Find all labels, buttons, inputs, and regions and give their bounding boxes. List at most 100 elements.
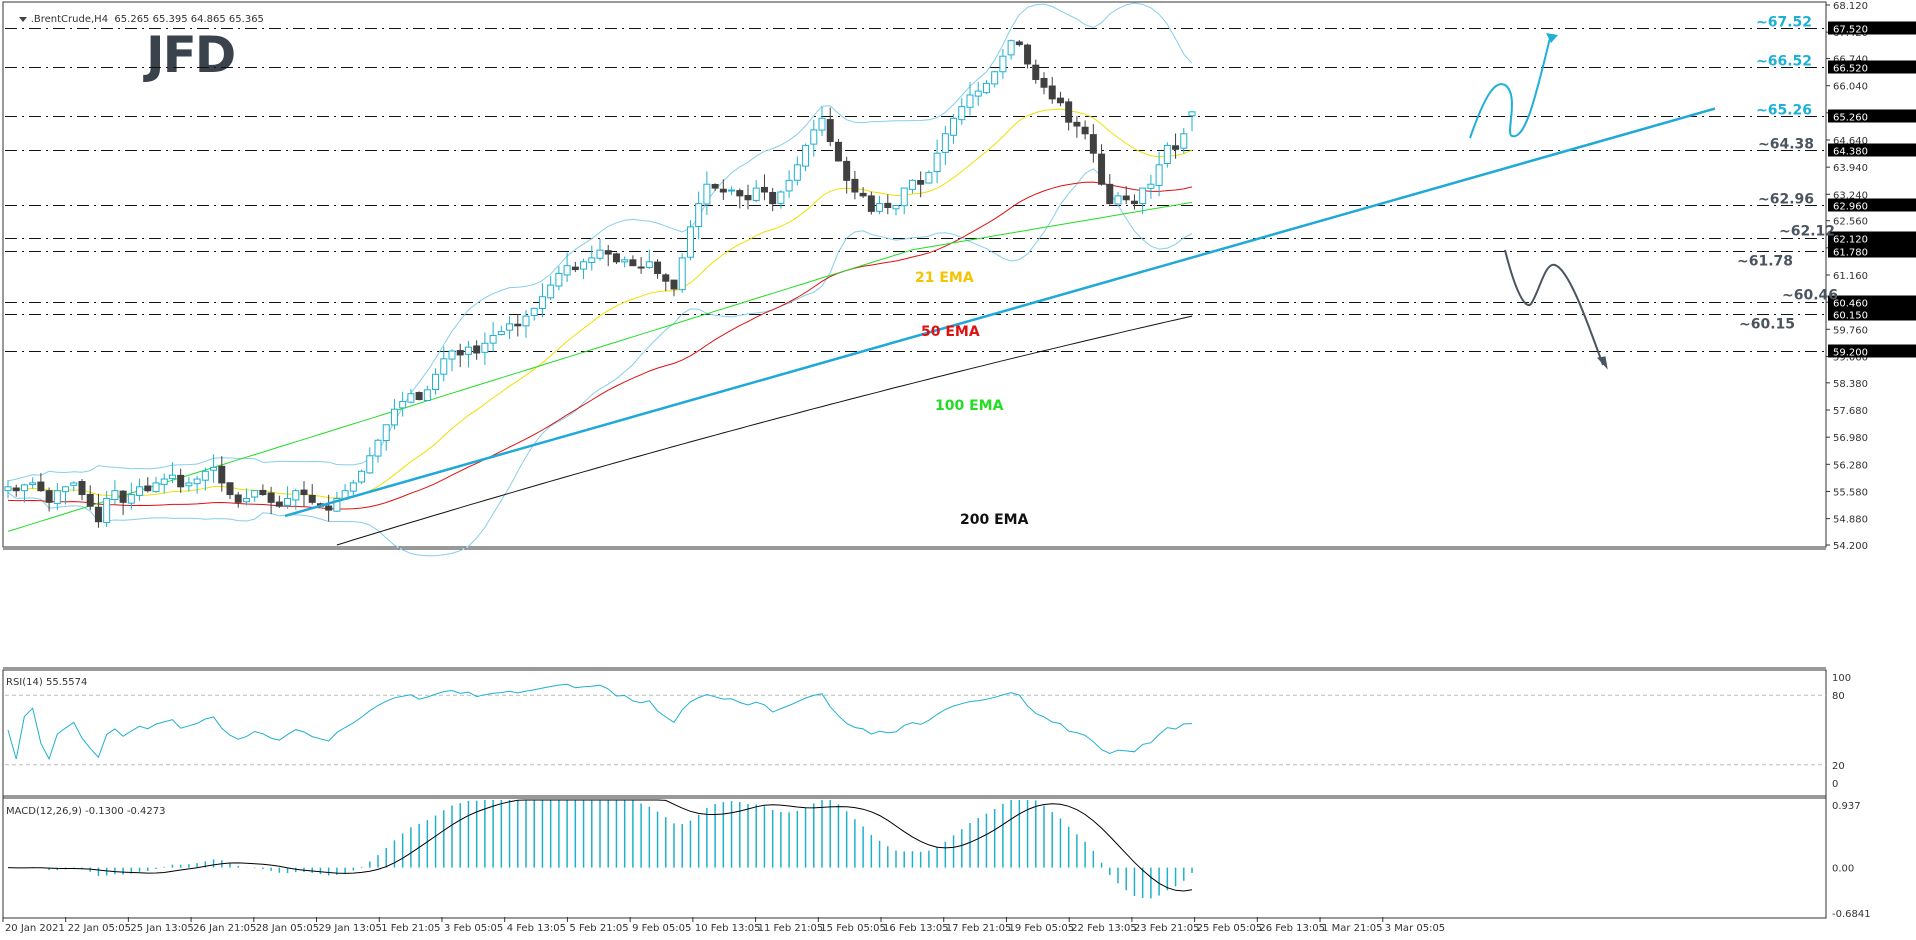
candle[interactable] (810, 119, 818, 157)
candle[interactable] (29, 477, 37, 489)
candle[interactable] (514, 314, 522, 337)
candle[interactable] (185, 476, 193, 492)
candle[interactable] (423, 385, 431, 401)
candle[interactable] (251, 490, 259, 502)
candle[interactable] (234, 492, 242, 508)
candle[interactable] (851, 171, 859, 200)
candle[interactable] (522, 310, 530, 338)
dropdown-triangle-icon[interactable] (18, 16, 27, 22)
candle[interactable] (950, 114, 958, 144)
candle[interactable] (538, 283, 546, 318)
candle[interactable] (1114, 192, 1122, 205)
candle[interactable] (621, 256, 629, 268)
candle[interactable] (728, 186, 736, 196)
candle[interactable] (103, 491, 111, 528)
candle[interactable] (530, 307, 538, 321)
candle[interactable] (390, 399, 398, 430)
candle[interactable] (785, 170, 793, 199)
candle[interactable] (168, 462, 176, 484)
candle[interactable] (966, 82, 974, 116)
candle[interactable] (1089, 124, 1097, 163)
candle[interactable] (86, 485, 94, 511)
candle[interactable] (136, 478, 144, 501)
candle[interactable] (1065, 98, 1073, 131)
candle[interactable] (70, 481, 78, 492)
candle[interactable] (908, 179, 916, 194)
candle[interactable] (308, 484, 316, 505)
candle[interactable] (604, 244, 612, 267)
candle[interactable] (752, 180, 760, 203)
candle[interactable] (982, 80, 990, 95)
candle[interactable] (127, 482, 135, 510)
candle[interactable] (884, 194, 892, 215)
candle[interactable] (1073, 116, 1081, 138)
candle[interactable] (1024, 43, 1032, 69)
candle[interactable] (547, 275, 555, 301)
candle[interactable] (242, 488, 250, 506)
candle[interactable] (226, 482, 234, 499)
candle[interactable] (78, 478, 86, 501)
candle[interactable] (1155, 151, 1163, 197)
ascending-trendline[interactable] (284, 107, 1716, 518)
candle[interactable] (941, 126, 949, 165)
candle[interactable] (366, 447, 374, 475)
candle[interactable] (843, 156, 851, 194)
candle[interactable] (62, 486, 70, 505)
candle[interactable] (834, 139, 842, 162)
candle[interactable] (900, 187, 908, 215)
candle[interactable] (506, 316, 514, 340)
candle[interactable] (588, 245, 596, 271)
candle[interactable] (1007, 39, 1015, 60)
candle[interactable] (760, 174, 768, 201)
candle[interactable] (637, 256, 645, 274)
candle[interactable] (292, 488, 300, 510)
candle[interactable] (300, 481, 308, 507)
candle[interactable] (193, 475, 201, 494)
candle[interactable] (4, 480, 12, 499)
candle[interactable] (111, 480, 119, 505)
candle[interactable] (440, 346, 448, 382)
candle[interactable] (826, 107, 834, 147)
candle[interactable] (580, 258, 588, 280)
candle[interactable] (284, 486, 292, 509)
candle[interactable] (1048, 76, 1056, 104)
candle[interactable] (612, 252, 620, 265)
candle[interactable] (275, 495, 283, 508)
candle[interactable] (94, 493, 102, 528)
candle[interactable] (711, 183, 719, 191)
candle[interactable] (818, 106, 826, 137)
candle[interactable] (152, 476, 160, 493)
candle[interactable] (925, 170, 933, 184)
candle[interactable] (867, 191, 875, 215)
candle[interactable] (1172, 133, 1180, 159)
candle[interactable] (974, 81, 982, 106)
candle[interactable] (1098, 144, 1106, 186)
candle[interactable] (415, 391, 423, 401)
candle[interactable] (349, 479, 357, 496)
candle[interactable] (991, 70, 999, 88)
candle[interactable] (432, 368, 440, 395)
candle[interactable] (20, 483, 28, 503)
candle[interactable] (1188, 110, 1196, 132)
candle[interactable] (777, 190, 785, 209)
candle[interactable] (382, 424, 390, 451)
candle[interactable] (210, 454, 218, 483)
candle[interactable] (1122, 186, 1130, 205)
candle[interactable] (358, 469, 366, 485)
candle[interactable] (662, 273, 670, 292)
candle[interactable] (399, 391, 407, 417)
candle[interactable] (456, 343, 464, 368)
candle[interactable] (892, 205, 900, 216)
candle[interactable] (489, 322, 497, 352)
candle[interactable] (744, 184, 752, 210)
candle[interactable] (1081, 120, 1089, 140)
candle[interactable] (876, 195, 884, 215)
candle[interactable] (736, 188, 744, 209)
candle[interactable] (374, 438, 382, 463)
candle[interactable] (571, 261, 579, 273)
candle[interactable] (119, 490, 127, 515)
candle[interactable] (473, 340, 481, 360)
candle[interactable] (917, 171, 925, 198)
